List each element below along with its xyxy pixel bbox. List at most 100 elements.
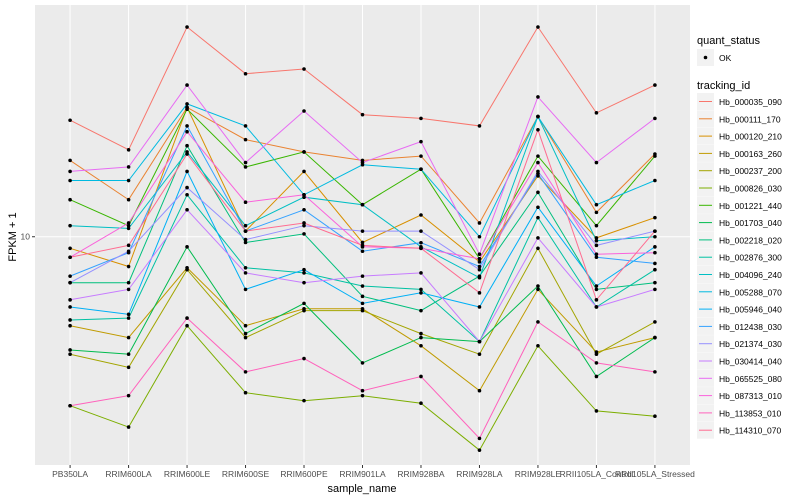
legend-label: Hb_000120_210 [719, 132, 782, 142]
data-point-Hb_002876_300 [185, 192, 189, 197]
data-point-Hb_030414_040 [419, 271, 423, 275]
data-point-Hb_001221_440 [185, 107, 189, 112]
data-point-Hb_000826_030 [185, 323, 189, 328]
data-point-Hb_004096_240 [653, 234, 657, 239]
data-point-Hb_030414_040 [126, 287, 131, 292]
data-point-Hb_113853_010 [126, 393, 131, 398]
data-point-Hb_114310_070 [536, 127, 540, 132]
data-point-Hb_113853_010 [243, 370, 248, 374]
data-point-Hb_004096_240 [477, 275, 482, 280]
data-point-Hb_001221_440 [302, 150, 306, 154]
data-point-Hb_000237_200 [360, 308, 365, 313]
legend-label: Hb_004096_240 [719, 270, 782, 280]
data-point-Hb_021374_030 [243, 237, 248, 242]
data-point-Hb_113853_010 [302, 356, 306, 361]
legend-item: Hb_012438_030 [697, 317, 782, 335]
data-point-Hb_002876_300 [68, 318, 72, 322]
data-point-Hb_002218_020 [536, 190, 540, 195]
data-point-Hb_000120_210 [419, 213, 423, 217]
data-point-Hb_002218_020 [185, 143, 189, 148]
data-point-Hb_000826_030 [419, 401, 423, 405]
data-point-Hb_002218_020 [126, 280, 131, 285]
legend-label: Hb_000111_170 [719, 114, 781, 124]
y-tick-label: 10 [21, 232, 31, 242]
x-tick-label: RRIM600PE [280, 469, 328, 479]
data-point-Hb_012438_030 [477, 264, 482, 269]
data-point-Hb_005946_040 [477, 305, 482, 309]
legend-item: Hb_002218_020 [697, 231, 782, 249]
data-point-Hb_021374_030 [68, 280, 72, 285]
data-point-Hb_021374_030 [126, 249, 131, 254]
legend-title-quant-status: quant_status [697, 35, 760, 47]
data-point-Hb_087313_010 [536, 160, 540, 165]
data-point-Hb_001221_440 [594, 223, 599, 228]
data-point-Hb_021374_030 [302, 223, 306, 228]
data-point-Hb_002876_300 [126, 316, 131, 320]
data-point-Hb_000120_210 [653, 215, 657, 220]
data-point-Hb_005946_040 [68, 305, 72, 309]
data-point-Hb_000163_260 [126, 335, 131, 340]
legend-item: Hb_005946_040 [697, 300, 782, 318]
data-point-Hb_000035_090 [594, 111, 599, 115]
legend-item: Hb_065525_080 [697, 369, 782, 387]
data-point-Hb_000120_210 [126, 264, 131, 269]
data-point-Hb_012438_030 [302, 208, 306, 212]
legend: quant_status OK tracking_id Hb_000035_09… [697, 35, 782, 439]
data-point-Hb_000111_170 [68, 158, 72, 163]
data-point-Hb_000035_090 [536, 25, 540, 29]
legend-item: Hb_002876_300 [697, 248, 782, 266]
data-point-Hb_000237_200 [68, 352, 72, 357]
legend-label: Hb_005288_070 [719, 287, 782, 297]
legend-item: Hb_021374_030 [697, 335, 782, 353]
data-point-Hb_002218_020 [360, 294, 365, 299]
data-point-Hb_065525_080 [185, 83, 189, 87]
data-point-Hb_030414_040 [68, 298, 72, 302]
data-point-Hb_000237_200 [594, 352, 599, 357]
legend-item: Hb_113853_010 [697, 404, 782, 422]
x-tick-label: RRIM600LA [105, 469, 152, 479]
data-point-Hb_114310_070 [126, 243, 131, 248]
data-point-Hb_000111_170 [243, 137, 248, 142]
legend-item: Hb_087313_010 [697, 387, 782, 405]
data-point-Hb_030414_040 [536, 236, 540, 240]
data-point-Hb_001221_440 [243, 165, 248, 169]
data-point-Hb_004096_240 [594, 238, 599, 243]
data-point-Hb_000035_090 [360, 112, 365, 117]
data-point-Hb_113853_010 [477, 436, 482, 441]
data-point-Hb_113853_010 [536, 320, 540, 324]
legend-label: Hb_000163_260 [719, 149, 782, 159]
data-point-Hb_000826_030 [477, 448, 482, 452]
data-point-Hb_000035_090 [302, 67, 306, 71]
legend-label: Hb_030414_040 [719, 357, 782, 367]
x-tick-label: RRIM928BA [397, 469, 445, 479]
data-point-Hb_005946_040 [360, 301, 365, 306]
data-point-Hb_005946_040 [419, 291, 423, 295]
series-points [68, 25, 657, 452]
data-point-Hb_087313_010 [126, 221, 131, 225]
data-point-Hb_000163_260 [477, 388, 482, 393]
data-point-Hb_030414_040 [653, 287, 657, 292]
data-point-Hb_000163_260 [68, 323, 72, 328]
data-point-Hb_000163_260 [536, 287, 540, 292]
legend-point-icon [703, 55, 708, 60]
data-point-Hb_000163_260 [243, 323, 248, 328]
data-point-Hb_005288_070 [653, 178, 657, 183]
data-point-Hb_000237_200 [302, 308, 306, 313]
data-point-Hb_065525_080 [536, 95, 540, 99]
data-point-Hb_065525_080 [68, 169, 72, 174]
data-point-Hb_113853_010 [185, 316, 189, 320]
data-point-Hb_021374_030 [185, 185, 189, 190]
data-point-Hb_114310_070 [185, 152, 189, 156]
data-point-Hb_012438_030 [419, 240, 423, 245]
data-point-Hb_000237_200 [243, 335, 248, 340]
data-point-Hb_030414_040 [185, 208, 189, 212]
data-point-Hb_002218_020 [419, 308, 423, 313]
data-point-Hb_114310_070 [419, 246, 423, 251]
data-point-Hb_000111_170 [419, 154, 423, 158]
x-tick-label: RRII105LA_Stressed [615, 469, 695, 479]
data-point-Hb_065525_080 [653, 116, 657, 121]
data-point-Hb_113853_010 [419, 374, 423, 379]
data-point-Hb_002876_300 [360, 284, 365, 288]
data-point-Hb_030414_040 [477, 339, 482, 344]
